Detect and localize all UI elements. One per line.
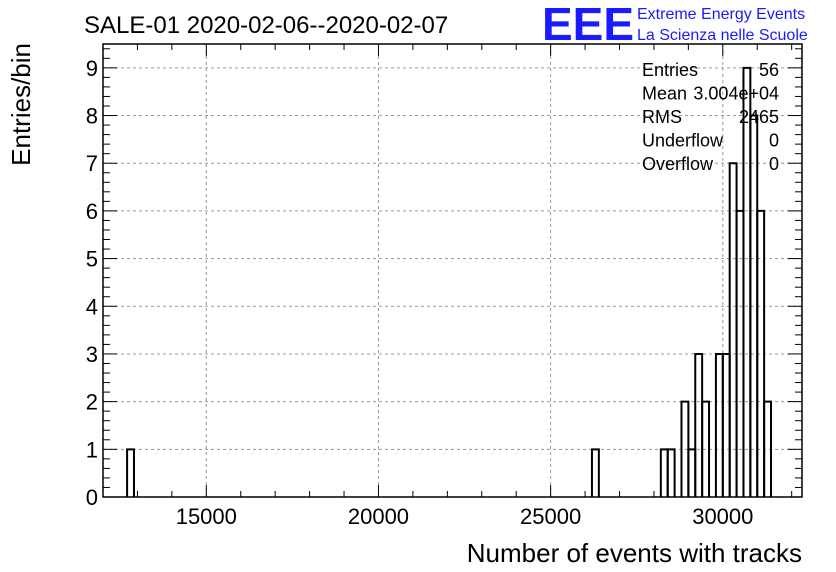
histogram-bin	[756, 209, 766, 497]
histogram-bin	[701, 400, 711, 497]
eee-logo: EEE Extreme Energy Events La Scienza nel…	[542, 0, 808, 50]
y-tick-label: 5	[86, 247, 98, 272]
logo-line1: Extreme Energy Events	[637, 6, 805, 23]
histogram-bin	[721, 352, 731, 497]
grid	[103, 44, 802, 497]
histogram-bin	[714, 352, 724, 497]
stats-value: 2465	[739, 107, 779, 127]
histogram-bin	[763, 400, 773, 497]
stats-value: 0	[769, 131, 779, 151]
x-tick-label: 15000	[176, 504, 237, 529]
y-tick-label: 4	[86, 294, 98, 319]
stats-label: Underflow	[642, 131, 724, 151]
histogram-bin	[687, 448, 697, 497]
y-tick-label: 9	[86, 56, 98, 81]
y-tick-label: 1	[86, 437, 98, 462]
y-tick-label: 6	[86, 199, 98, 224]
stats-value: 3.004e+04	[693, 84, 779, 104]
logo-line2: La Scienza nelle Scuole	[637, 27, 808, 44]
y-tick-label: 2	[86, 390, 98, 415]
x-tick-label: 30000	[692, 504, 753, 529]
histogram-bin	[666, 448, 676, 497]
stats-box: Entries 56 Mean 3.004e+04 RMS 2465 Underflow 0 O…	[642, 60, 779, 174]
histogram-bin	[694, 352, 704, 497]
chart-title: SALE-01 2020-02-06--2020-02-07	[84, 12, 448, 39]
stats-value: 56	[759, 60, 779, 80]
histogram-bin	[659, 448, 669, 497]
plot-frame	[102, 43, 803, 498]
y-tick-label: 7	[86, 151, 98, 176]
y-tick-label: 8	[86, 104, 98, 129]
stats-label: RMS	[642, 107, 682, 127]
histogram-bin	[742, 66, 752, 497]
stats-value: 0	[769, 154, 779, 174]
histogram-bin	[728, 162, 738, 497]
x-tick-label: 20000	[348, 504, 409, 529]
y-tick-label: 0	[86, 485, 98, 510]
stats-label: Entries	[642, 60, 698, 80]
logo-letters: EEE	[542, 0, 634, 50]
x-axis-title: Number of events with tracks	[467, 538, 802, 568]
y-tick-label: 3	[86, 342, 98, 367]
histogram-bin	[126, 448, 135, 497]
stats-label: Mean	[642, 84, 687, 104]
y-axis-title: Entries/bin	[6, 43, 36, 166]
stats-label: Overflow	[642, 154, 714, 174]
histogram-bin	[590, 448, 600, 497]
x-tick-label: 25000	[520, 504, 581, 529]
histogram-bins	[126, 66, 773, 497]
